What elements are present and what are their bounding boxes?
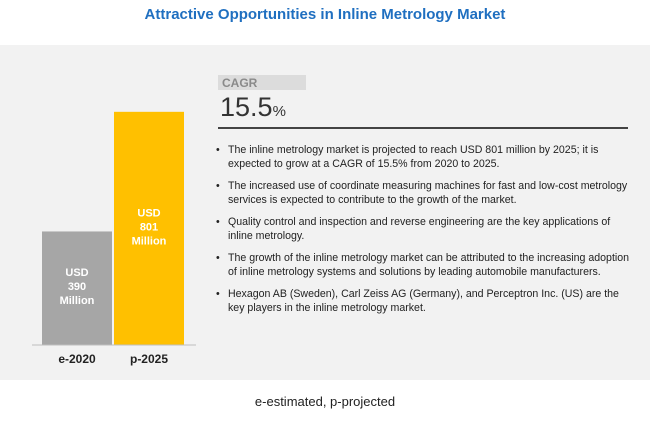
cagr-value: 15.5 bbox=[220, 92, 273, 122]
cagr-value-wrap: 15.5% bbox=[220, 92, 286, 123]
key-point-item: • Hexagon AB (Sweden), Carl Zeiss AG (Ger… bbox=[214, 287, 634, 315]
bar-data-label: USD bbox=[65, 267, 88, 279]
bar-p-2025 bbox=[114, 111, 184, 345]
bullet-icon: • bbox=[216, 288, 220, 300]
key-point-text: The increased use of coordinate measurin… bbox=[228, 180, 628, 206]
key-point-item: • The inline metrology market is projecte… bbox=[214, 143, 634, 171]
bar-data-label: Million bbox=[132, 235, 167, 247]
cagr-label: CAGR bbox=[218, 75, 306, 90]
bar-data-label: USD bbox=[137, 207, 160, 219]
cagr-unit: % bbox=[272, 103, 286, 120]
key-point-text: Hexagon AB (Sweden), Carl Zeiss AG (Germ… bbox=[228, 288, 619, 314]
content-panel: USD 390 Million e-2020 USD 801 Million p-2025 C… bbox=[0, 45, 650, 380]
key-point-text: Quality control and inspection and rever… bbox=[228, 216, 611, 242]
cagr-divider bbox=[218, 127, 628, 129]
bar-chart: USD 390 Million e-2020 USD 801 Million p-2025 bbox=[32, 111, 196, 366]
bullet-icon: • bbox=[216, 180, 220, 192]
key-point-text: The growth of the inline metrology marke… bbox=[228, 252, 630, 278]
bullet-icon: • bbox=[216, 144, 220, 156]
x-tick-label: e-2020 bbox=[58, 352, 96, 366]
page-title: Attractive Opportunities in Inline Metro… bbox=[144, 6, 506, 23]
key-point-item: • Quality control and inspection and reve… bbox=[214, 215, 634, 243]
bar-data-label: 390 bbox=[68, 281, 86, 293]
bar-data-label: 801 bbox=[140, 221, 158, 233]
bullet-icon: • bbox=[216, 252, 220, 264]
footnote: e-estimated, p-projected bbox=[254, 394, 396, 409]
key-points-list: • The inline metrology market is projecte… bbox=[214, 143, 634, 323]
key-point-text: The inline metrology market is projected… bbox=[228, 144, 599, 170]
key-point-item: • The increased use of coordinate measuri… bbox=[214, 179, 634, 207]
key-point-item: • The growth of the inline metrology mark… bbox=[214, 251, 634, 279]
bar-data-label: Million bbox=[60, 295, 95, 307]
bullet-icon: • bbox=[216, 216, 220, 228]
x-tick-label: p-2025 bbox=[130, 352, 168, 366]
bars-group: USD 390 Million e-2020 USD 801 Million p-2025 bbox=[42, 111, 184, 366]
bar-e-2020 bbox=[42, 231, 112, 345]
